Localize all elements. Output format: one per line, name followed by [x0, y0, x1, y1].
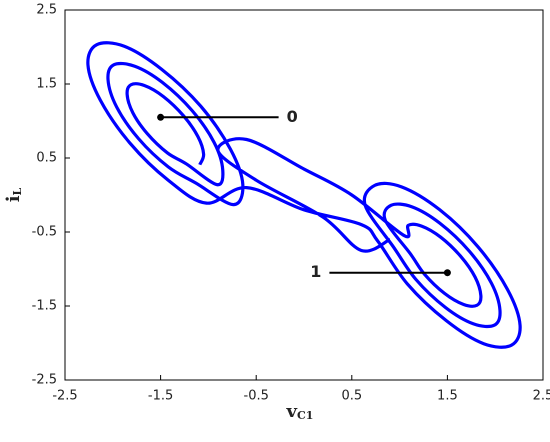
- x-tick-label: -0.5: [244, 389, 269, 404]
- y-label-main: i: [3, 195, 24, 202]
- y-tick-label: -2.5: [32, 373, 57, 388]
- y-tick-label: 0.5: [36, 151, 57, 166]
- x-tick-label: 2.5: [533, 389, 550, 404]
- x-tick-label: -2.5: [52, 389, 77, 404]
- y-tick-label: -1.5: [32, 299, 57, 314]
- x-label-main: v: [286, 401, 298, 422]
- x-tick-label: -1.5: [148, 389, 173, 404]
- y-axis-label-group: iL: [3, 187, 24, 202]
- annotation-label: 0: [287, 107, 298, 126]
- annotation-label: 1: [310, 262, 321, 281]
- y-tick-label: -0.5: [32, 225, 57, 240]
- trajectory: [86, 41, 522, 349]
- x-tick-label: 1.5: [437, 389, 458, 404]
- x-tick-label: 0.5: [341, 389, 362, 404]
- y-tick-label: 1.5: [36, 77, 57, 92]
- x-axis-label: vC1: [286, 401, 314, 422]
- y-axis-label: iL: [3, 187, 24, 202]
- plot-frame: [64, 9, 544, 381]
- y-label-sub: L: [11, 187, 24, 195]
- equilibrium-point: [443, 269, 451, 277]
- equilibrium-point: [157, 113, 165, 121]
- y-tick-label: 2.5: [36, 3, 57, 18]
- x-label-sub: C1: [297, 409, 313, 422]
